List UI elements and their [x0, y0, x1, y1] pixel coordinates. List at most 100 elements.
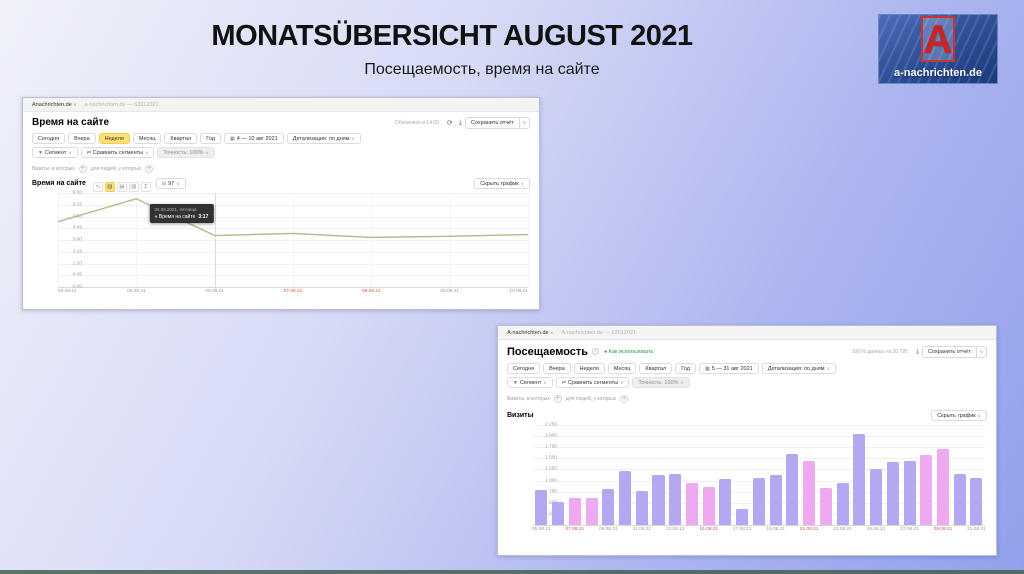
x-tick-label: 11.08.21	[632, 527, 651, 532]
tab-неделя[interactable]: Неделя	[573, 363, 605, 374]
a-nachrichten-logo: A a-nachrichten.de	[878, 14, 998, 84]
segment-button[interactable]: ▼ Сегмент ∨	[507, 377, 553, 388]
breadcrumb-site[interactable]: A-nachrichten.de ∨	[507, 329, 554, 336]
visits-bar-18.08.21[interactable]	[752, 478, 765, 525]
x-tick-label: 08.08.21	[361, 289, 381, 294]
visits-bar-06.08.21[interactable]	[552, 502, 565, 525]
visits-bar-15.08.21[interactable]	[702, 487, 715, 525]
visits-bar-21.08.21[interactable]	[803, 460, 816, 525]
gridline	[533, 447, 985, 449]
tab-год[interactable]: Год	[200, 133, 221, 144]
save-report-button[interactable]: Сохранить отчёт ∨	[464, 116, 530, 129]
tab-квартал[interactable]: Квартал	[639, 363, 673, 374]
gridline	[533, 458, 985, 460]
save-report-dropdown[interactable]: ∨	[518, 117, 529, 128]
compare-icon: ⇄	[86, 149, 91, 156]
visits-bar-13.08.21[interactable]	[669, 474, 682, 525]
y-tick-label: 1 250	[544, 466, 557, 472]
tab-сегодня[interactable]: Сегодня	[507, 363, 541, 374]
visits-bar-10.08.21[interactable]	[619, 471, 632, 525]
save-report-dropdown[interactable]: ∨	[975, 346, 986, 357]
sampling-button[interactable]: Точность: 100% ∨	[157, 147, 215, 158]
calendar-icon: ▦	[704, 365, 710, 372]
add-visit-filter-button[interactable]: +	[78, 164, 87, 173]
x-tick-label: 29.08.21	[933, 527, 953, 532]
visits-bar-16.08.21[interactable]	[719, 479, 732, 525]
tooltip-value: ● Время на сайте 3:17	[154, 214, 209, 221]
vertical-gridline	[58, 193, 59, 287]
visits-bar-14.08.21[interactable]	[685, 483, 698, 525]
tab-вчера[interactable]: Вчера	[543, 363, 571, 374]
breadcrumb-counter: A-nachrichten.de — 63012021	[561, 329, 637, 336]
how-to-use-link[interactable]: ● Как использовать	[604, 348, 654, 355]
chart-type-icon-4[interactable]: Σ	[140, 181, 151, 192]
gridline	[533, 525, 985, 526]
tab-месяц[interactable]: Месяц	[132, 133, 162, 144]
vertical-gridline	[371, 193, 373, 287]
chart-type-icon-2[interactable]: ▤	[116, 181, 127, 192]
report-title: Посещаемость	[507, 345, 589, 358]
date-range-button[interactable]: ▦ 5 — 31 авг 2021	[698, 363, 759, 374]
visits-bar-26.08.21[interactable]	[886, 462, 899, 525]
visits-bar-17.08.21[interactable]	[736, 509, 749, 525]
chart-type-icon-1[interactable]: ▧	[104, 181, 115, 192]
slide-subtitle: Посещаемость, время на сайте	[364, 61, 600, 78]
slide-bottom-strip	[0, 570, 1024, 574]
metrica-visits-screenshot: A-nachrichten.de ∨ A-nachrichten.de — 63…	[497, 325, 997, 556]
detalization-button[interactable]: Детализация: по дням ∨	[286, 133, 361, 144]
visits-bar-07.08.21[interactable]	[568, 498, 581, 525]
tab-год[interactable]: Год	[675, 363, 696, 374]
visits-bar-27.08.21[interactable]	[903, 461, 916, 525]
download-icon[interactable]: ⤓	[915, 347, 919, 355]
data-info: 100 % данных из 30 726	[851, 348, 908, 355]
visits-bar-05.08.21[interactable]	[535, 490, 548, 525]
add-visit-filter-button[interactable]: +	[553, 394, 562, 403]
visits-bar-23.08.21[interactable]	[836, 483, 849, 525]
y-tick-label: 5:15	[72, 202, 82, 208]
slide-title: MONATSÜBERSICHT AUGUST 2021	[211, 20, 693, 52]
tab-месяц[interactable]: Месяц	[607, 363, 637, 374]
add-people-filter-button[interactable]: +	[145, 164, 154, 173]
breadcrumb-site[interactable]: Anachrichten.de ∨	[32, 101, 77, 108]
date-range-button[interactable]: ▦ 4 — 10 авг 2021	[223, 133, 284, 144]
tab-квартал[interactable]: Квартал	[164, 133, 198, 144]
breadcrumb: A-nachrichten.de ∨ A-nachrichten.de — 63…	[498, 326, 996, 340]
visits-bar-29.08.21[interactable]	[936, 448, 950, 525]
question-icon[interactable]: ?	[592, 348, 600, 355]
visits-bar-08.08.21[interactable]	[585, 498, 598, 525]
visits-bar-31.08.21[interactable]	[970, 478, 983, 525]
y-tick-label: 1 750	[544, 444, 557, 450]
visits-bar-24.08.21[interactable]	[853, 433, 866, 525]
segment-button[interactable]: ▼ Сегмент ∨	[32, 147, 78, 158]
visits-bar-22.08.21[interactable]	[819, 488, 832, 525]
tab-вчера[interactable]: Вчера	[68, 133, 96, 144]
tab-сегодня[interactable]: Сегодня	[32, 133, 66, 144]
refresh-icon[interactable]: ⟳	[446, 119, 453, 127]
hide-chart-button[interactable]: Скрыть график ∨	[931, 410, 987, 421]
sampling-button[interactable]: Точность: 100% ∨	[632, 377, 690, 388]
save-report-button[interactable]: Сохранить отчёт ∨	[921, 345, 987, 358]
visits-bar-09.08.21[interactable]	[602, 489, 615, 525]
chevron-down-icon: ∨	[205, 149, 209, 155]
compare-segments-button[interactable]: ⇄ Сравнить сегменты ∨	[555, 377, 630, 388]
chart-type-icon-3[interactable]: ▥	[128, 181, 139, 192]
visits-bar-11.08.21[interactable]	[635, 491, 648, 525]
download-icon[interactable]: ⤓	[458, 118, 462, 126]
visits-bar-20.08.21[interactable]	[786, 453, 799, 525]
updated-info: Обновлено в 14:00	[394, 119, 439, 126]
visits-bar-30.08.21[interactable]	[953, 474, 966, 525]
visits-bar-25.08.21[interactable]	[870, 468, 883, 525]
percentile-selector[interactable]: ⊟ 97 ∨	[155, 178, 186, 189]
x-tick-label: 09.08.21	[440, 289, 459, 294]
y-tick-label: 2:15	[72, 249, 82, 255]
visits-bar-19.08.21[interactable]	[769, 474, 782, 525]
add-people-filter-button[interactable]: +	[620, 394, 629, 403]
detalization-button[interactable]: Детализация: по дням ∨	[761, 363, 836, 374]
compare-segments-button[interactable]: ⇄ Сравнить сегменты ∨	[80, 147, 155, 158]
hide-chart-button[interactable]: Скрыть график ∨	[474, 178, 530, 189]
tab-неделя[interactable]: Неделя	[98, 133, 130, 144]
chart-type-icon-0[interactable]: ∿	[92, 181, 103, 192]
visits-bar-12.08.21[interactable]	[652, 475, 665, 525]
visits-bar-28.08.21[interactable]	[920, 454, 933, 525]
